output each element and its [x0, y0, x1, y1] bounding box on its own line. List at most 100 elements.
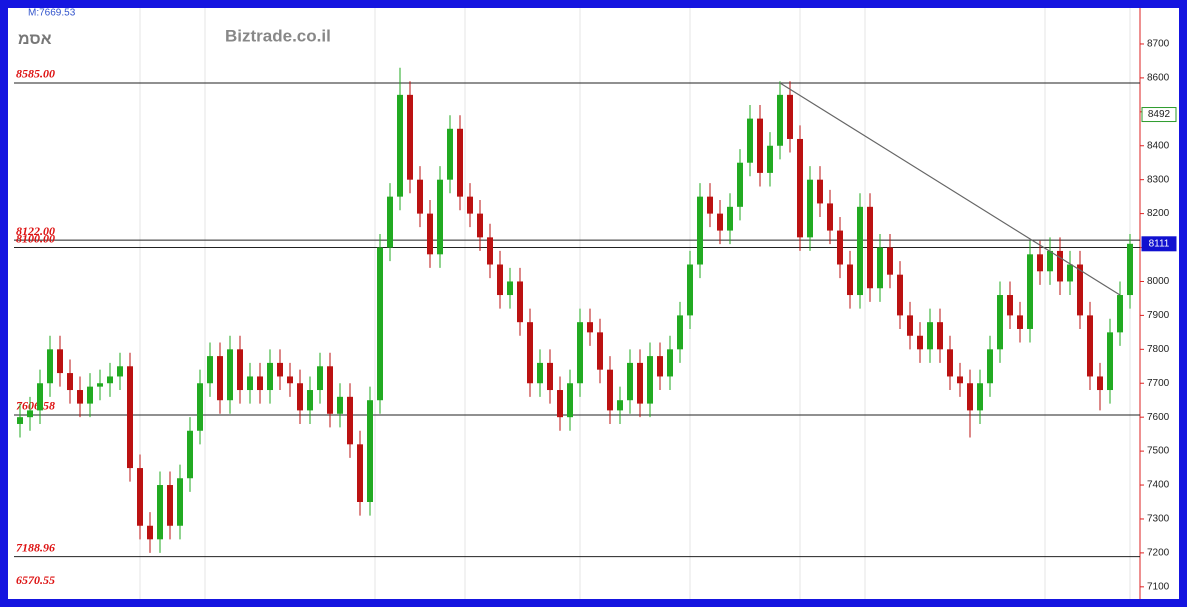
y-tick-label: 7900 [1147, 310, 1170, 321]
y-tick-label: 7600 [1147, 412, 1170, 423]
y-tick-label: 8700 [1147, 39, 1170, 50]
candle-body [297, 383, 303, 411]
candle-body [17, 417, 23, 424]
candle-body [47, 349, 53, 384]
candle-body [557, 390, 563, 418]
price-tag [1141, 107, 1177, 123]
candle-body [1087, 315, 1093, 377]
y-tick-label: 7300 [1147, 514, 1170, 525]
candle-body [37, 383, 43, 411]
candle-body [57, 349, 63, 374]
candle-body [877, 247, 883, 289]
candle-body [147, 525, 153, 540]
candle-body [407, 94, 413, 180]
level-label: 7188.96 [16, 540, 55, 554]
candle-body [457, 128, 463, 197]
y-tick-label: 8400 [1147, 140, 1170, 151]
candle-body [137, 468, 143, 526]
candle-body [927, 322, 933, 350]
candle-body [887, 247, 893, 275]
candle-body [797, 138, 803, 238]
level-label: 8100.00 [16, 231, 55, 245]
y-tick-label: 8200 [1147, 208, 1170, 219]
candle-body [737, 162, 743, 207]
price-tag-label: 8492 [1148, 109, 1171, 120]
candle-body [117, 366, 123, 377]
candle-body [647, 356, 653, 404]
candle-body [247, 376, 253, 391]
candle-body [817, 179, 823, 204]
candle-body [787, 94, 793, 139]
candle-body [527, 322, 533, 384]
candle-body [637, 362, 643, 404]
candle-body [447, 128, 453, 180]
candle-body [1007, 295, 1013, 316]
candle-body [97, 383, 103, 387]
candle-body [677, 315, 683, 350]
candle-body [727, 206, 733, 231]
candle-body [897, 274, 903, 316]
candle-body [497, 264, 503, 296]
candle-body [327, 366, 333, 414]
candle-body [1127, 243, 1133, 296]
candle-body [467, 196, 473, 214]
candle-body [237, 349, 243, 391]
candle-body [987, 349, 993, 384]
candle-body [267, 362, 273, 391]
y-tick-label: 8600 [1147, 73, 1170, 84]
candle-body [347, 396, 353, 445]
candle-body [367, 400, 373, 502]
candle-body [1057, 250, 1063, 282]
candle-body [187, 430, 193, 479]
candle-body [1027, 254, 1033, 329]
candle-body [667, 349, 673, 377]
candle-body [537, 362, 543, 384]
candle-body [387, 196, 393, 248]
watermark: Biztrade.co.il [225, 26, 331, 45]
y-tick-label: 8300 [1147, 174, 1170, 185]
candle-body [307, 390, 313, 411]
candle-body [607, 369, 613, 411]
candle-body [477, 213, 483, 238]
candle-body [517, 281, 523, 323]
y-tick-label: 7200 [1147, 548, 1170, 559]
price-tag-label: 8111 [1149, 238, 1170, 249]
candle-body [397, 94, 403, 197]
candle-body [1037, 254, 1043, 272]
candle-body [507, 281, 513, 296]
candle-body [937, 322, 943, 350]
candle-body [847, 264, 853, 296]
candle-body [197, 383, 203, 431]
candle-body [1067, 264, 1073, 282]
candle-body [417, 179, 423, 214]
candle-body [957, 376, 963, 384]
candle-body [747, 118, 753, 163]
candle-body [757, 118, 763, 173]
candle-body [427, 213, 433, 255]
y-tick-label: 8000 [1147, 276, 1170, 287]
candle-body [547, 362, 553, 391]
candle-body [487, 237, 493, 265]
candle-body [1117, 295, 1123, 333]
candle-body [177, 478, 183, 526]
candle-body [337, 396, 343, 414]
candle-body [1107, 332, 1113, 391]
y-tick-label: 7500 [1147, 446, 1170, 457]
price-tag [1141, 236, 1177, 252]
level-label: 7606.58 [16, 399, 55, 413]
candle-body [317, 366, 323, 391]
candle-body [597, 332, 603, 370]
candle-body [357, 444, 363, 502]
candle-body [767, 145, 773, 173]
candle-body [707, 196, 713, 214]
level-label: 6570.55 [16, 573, 55, 587]
candle-body [907, 315, 913, 336]
candle-body [377, 247, 383, 401]
candle-body [1097, 376, 1103, 391]
candle-body [697, 196, 703, 265]
candle-body [257, 376, 263, 391]
y-tick-label: 7100 [1147, 581, 1170, 592]
candle-body [217, 356, 223, 401]
candle-body [567, 383, 573, 418]
